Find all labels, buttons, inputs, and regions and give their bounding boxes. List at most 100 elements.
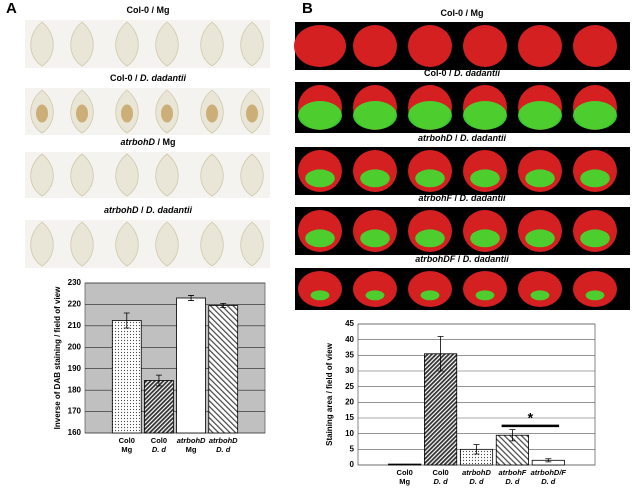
error-bar bbox=[220, 302, 227, 309]
leaf bbox=[70, 221, 94, 267]
lesion bbox=[36, 104, 48, 123]
x-tick-label: Col0 bbox=[119, 436, 135, 445]
leaf bbox=[30, 153, 54, 197]
caption-part: Col-0 / bbox=[110, 73, 140, 83]
error-bar bbox=[123, 312, 130, 329]
row-caption: atrbohD / D. dadantii bbox=[418, 133, 507, 143]
x-tick-label: Mg bbox=[399, 477, 410, 486]
x-tick-label: D. d bbox=[434, 477, 449, 486]
y-tick-label: 20 bbox=[345, 397, 354, 406]
x-tick-label: atrbohD bbox=[209, 436, 238, 445]
infection bbox=[310, 290, 330, 301]
x-tick-label: D. d bbox=[469, 477, 484, 486]
infection bbox=[353, 101, 397, 130]
y-tick-label: 160 bbox=[68, 428, 82, 437]
bar bbox=[144, 380, 174, 434]
y-tick-label: 230 bbox=[68, 278, 82, 287]
infection bbox=[360, 169, 390, 188]
y-tick-label: 190 bbox=[68, 364, 82, 373]
infection bbox=[470, 169, 500, 188]
infection bbox=[415, 169, 445, 188]
caption-part: atrbohDF bbox=[415, 254, 455, 264]
infection bbox=[530, 290, 550, 301]
leaf bbox=[155, 21, 179, 67]
significance-mark: * bbox=[528, 409, 534, 425]
infection bbox=[525, 169, 555, 188]
leaf bbox=[115, 21, 139, 67]
leaf bbox=[200, 21, 224, 67]
x-tick-label: atrbohD/F bbox=[531, 468, 567, 477]
caption-part: D. dadantii bbox=[140, 73, 187, 83]
y-tick-label: 0 bbox=[350, 460, 355, 469]
row-caption: Col-0 / D. dadantii bbox=[424, 68, 501, 78]
caption-part: D. dadantii bbox=[460, 133, 507, 143]
row-caption: Col-0 / Mg bbox=[441, 8, 484, 18]
infection bbox=[415, 229, 445, 248]
leaf bbox=[155, 221, 179, 267]
infection bbox=[298, 101, 342, 130]
y-tick-label: 40 bbox=[345, 335, 354, 344]
y-tick-label: 220 bbox=[68, 300, 82, 309]
leaf bbox=[115, 153, 139, 197]
x-tick-label: D. d bbox=[505, 477, 520, 486]
caption-part: / bbox=[452, 133, 460, 143]
x-tick-label: Col0 bbox=[397, 468, 413, 477]
caption-part: D. dadantii bbox=[463, 254, 510, 264]
y-tick-label: 170 bbox=[68, 407, 82, 416]
x-tick-label: Col0 bbox=[432, 468, 448, 477]
photo bbox=[25, 152, 270, 198]
row-caption: Col-0 / D. dadantii bbox=[110, 73, 187, 83]
photo bbox=[25, 220, 270, 268]
caption-part: atrbohD bbox=[121, 137, 156, 147]
y-tick-label: 210 bbox=[68, 321, 82, 330]
y-axis-label: Staining area / field of view bbox=[325, 342, 334, 445]
caption-part: / bbox=[138, 205, 146, 215]
y-tick-label: 25 bbox=[345, 382, 354, 391]
leaf bbox=[298, 271, 342, 307]
caption-part: / bbox=[455, 254, 463, 264]
lesion bbox=[206, 104, 218, 123]
leaf bbox=[573, 25, 617, 67]
leaf bbox=[463, 271, 507, 307]
leaf bbox=[518, 25, 562, 67]
bar bbox=[495, 434, 529, 466]
x-tick-label: D. d bbox=[216, 445, 231, 454]
x-tick-label: Mg bbox=[121, 445, 132, 454]
leaf bbox=[408, 25, 452, 67]
row-caption: atrbohDF / D. dadantii bbox=[415, 254, 509, 264]
caption-part: D. dadantii bbox=[454, 68, 501, 78]
y-tick-label: 15 bbox=[345, 413, 354, 422]
x-tick-label: Col0 bbox=[151, 436, 167, 445]
y-tick-label: 10 bbox=[345, 429, 354, 438]
leaf bbox=[240, 153, 264, 197]
leaf bbox=[70, 21, 94, 67]
caption-part: Col-0 / Mg bbox=[441, 8, 484, 18]
infection bbox=[420, 290, 440, 301]
caption-part: / bbox=[452, 193, 460, 203]
leaf bbox=[294, 25, 346, 67]
row-caption: atrbohD / D. dadantii bbox=[104, 205, 193, 215]
infection bbox=[365, 290, 385, 301]
x-tick-label: D. d bbox=[541, 477, 556, 486]
bar bbox=[176, 297, 206, 434]
leaf bbox=[30, 21, 54, 67]
leaf bbox=[353, 271, 397, 307]
infection bbox=[573, 101, 617, 130]
leaf bbox=[30, 221, 54, 267]
x-tick-label: D. d bbox=[152, 445, 167, 454]
row-caption: Col-0 / Mg bbox=[127, 5, 170, 15]
y-tick-label: 200 bbox=[68, 342, 82, 351]
leaf bbox=[518, 271, 562, 307]
bar bbox=[388, 463, 422, 466]
infection bbox=[408, 101, 452, 130]
error-bar bbox=[188, 295, 195, 301]
caption-part: atrbohD bbox=[104, 205, 139, 215]
y-tick-label: 180 bbox=[68, 385, 82, 394]
leaf bbox=[200, 153, 224, 197]
infection bbox=[463, 101, 507, 130]
y-tick-label: 45 bbox=[345, 319, 354, 328]
leaf bbox=[200, 221, 224, 267]
infection bbox=[305, 229, 335, 248]
bar bbox=[111, 320, 142, 434]
x-tick-label: Mg bbox=[186, 445, 197, 454]
